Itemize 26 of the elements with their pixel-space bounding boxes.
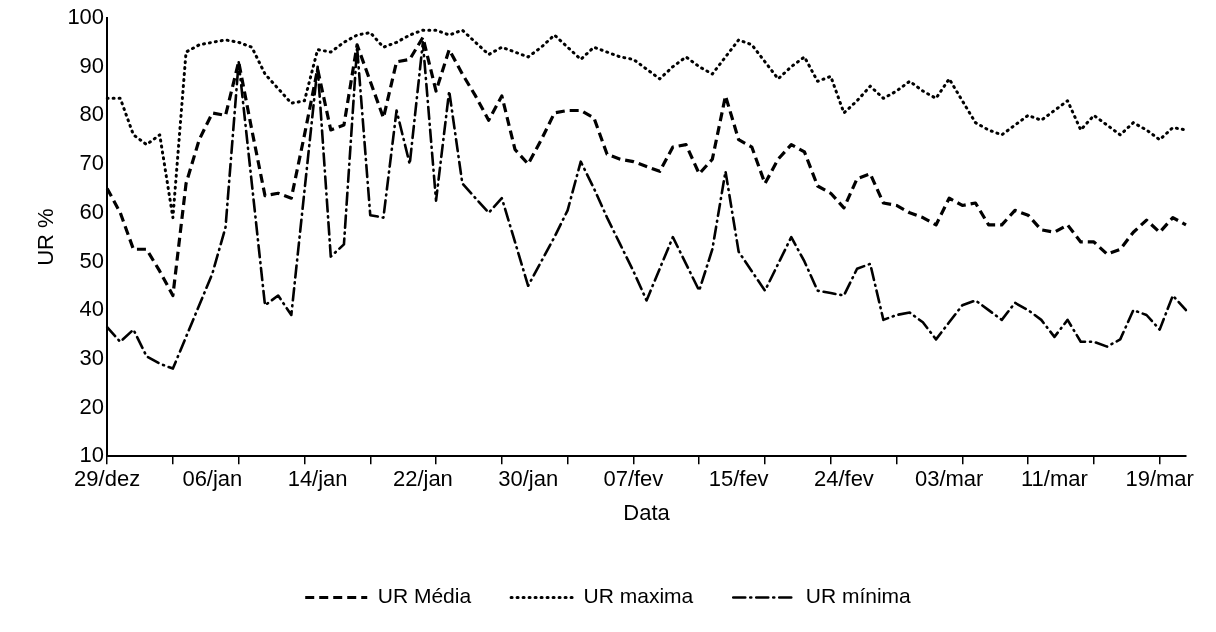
y-tick-label: 50 (79, 247, 105, 273)
y-tick-label: 80 (79, 101, 105, 127)
x-tick-label: 24/fev (813, 466, 874, 492)
x-tick-label: 30/jan (498, 466, 559, 492)
y-tick-label: 60 (79, 198, 105, 224)
x-axis-title: Data (623, 499, 671, 525)
y-tick-label: 90 (79, 52, 105, 78)
x-tick-label: 15/fev (708, 466, 769, 492)
x-tick-label: 06/jan (182, 466, 243, 492)
x-tick-label: 22/jan (392, 466, 453, 492)
x-tick-label: 03/mar (914, 466, 984, 492)
legend-label: UR mínima (805, 584, 912, 608)
y-tick-label: 30 (79, 344, 105, 370)
x-tick-label: 11/mar (1021, 466, 1088, 492)
y-tick-label: 10 (79, 442, 105, 468)
legend-label: UR Média (377, 584, 472, 608)
y-tick-label: 70 (79, 150, 105, 176)
y-tick-label: 100 (67, 4, 105, 30)
x-tick-label: 29/dez (74, 466, 141, 492)
x-tick-label: 19/mar (1125, 466, 1194, 492)
legend-label: UR maxima (583, 584, 694, 608)
y-axis-title: UR % (33, 208, 59, 266)
x-tick-label: 14/jan (287, 466, 348, 492)
y-tick-label: 20 (79, 393, 105, 419)
y-tick-label: 40 (79, 296, 105, 322)
x-tick-label: 07/fev (603, 466, 664, 492)
